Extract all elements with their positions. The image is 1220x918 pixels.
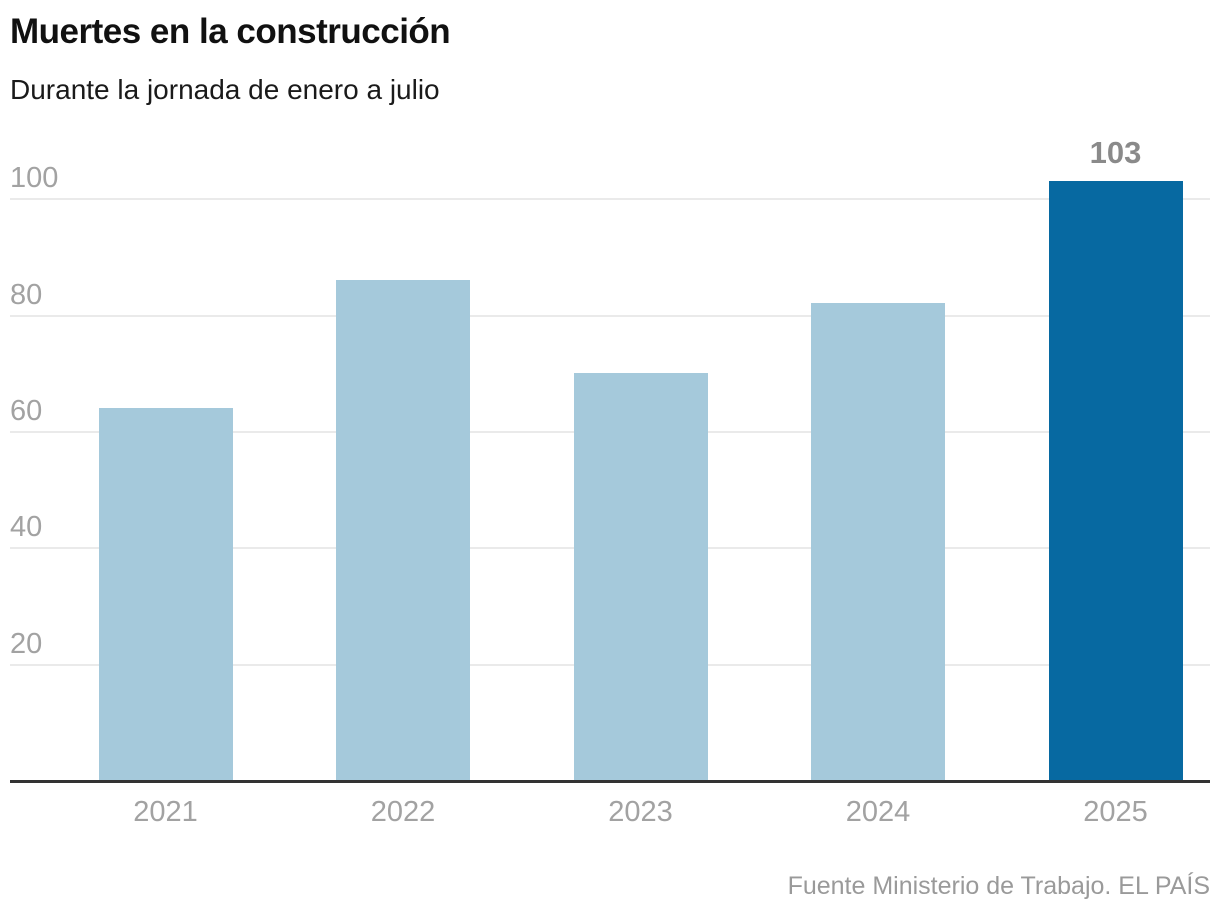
y-axis-tick-80: 80	[10, 278, 43, 311]
x-axis-label-2023: 2023	[608, 796, 673, 828]
y-axis-tick-40: 40	[10, 511, 43, 544]
y-axis-tick-20: 20	[10, 627, 43, 660]
x-axis-label-2021: 2021	[133, 796, 198, 828]
x-axis-line	[10, 780, 1210, 783]
chart-title: Muertes en la construcción	[10, 12, 451, 51]
bar-2022	[336, 279, 470, 780]
gridline-80	[10, 314, 1210, 317]
x-axis-label-2022: 2022	[370, 796, 436, 828]
bar-2024	[811, 303, 945, 780]
y-axis-tick-60: 60	[10, 395, 43, 427]
bar-2025	[1048, 181, 1183, 780]
gridline-100	[10, 198, 1210, 201]
source-credit: Fuente Ministerio de Trabajo. EL PAÍS	[787, 872, 1210, 900]
bar-value-label: 103	[1089, 135, 1142, 170]
x-axis-label-2024: 2024	[845, 796, 911, 828]
x-axis-label-2025: 2025	[1083, 796, 1148, 828]
bar-2021	[98, 407, 233, 780]
y-axis-tick-100: 100	[10, 162, 59, 195]
bar-2023	[573, 372, 708, 780]
chart-subtitle: Durante la jornada de enero a julio	[10, 74, 440, 105]
